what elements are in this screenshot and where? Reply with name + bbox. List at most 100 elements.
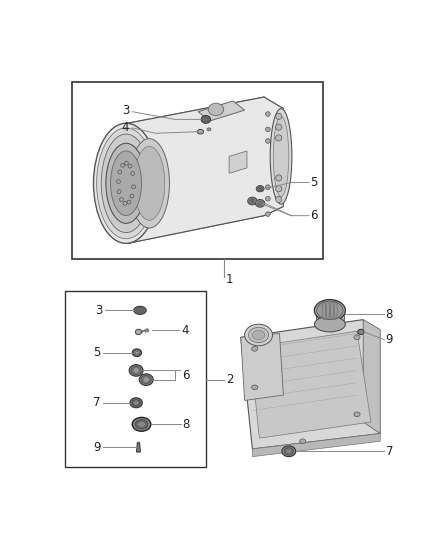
Ellipse shape [141,375,151,384]
Ellipse shape [145,329,149,332]
Ellipse shape [129,139,170,228]
Ellipse shape [132,399,141,406]
Ellipse shape [127,200,131,204]
Text: 5: 5 [93,346,100,359]
Ellipse shape [131,366,141,375]
Text: 3: 3 [122,104,129,117]
Text: 3: 3 [95,304,103,317]
Ellipse shape [286,449,292,453]
Polygon shape [137,443,141,452]
Ellipse shape [132,349,141,357]
Polygon shape [229,151,247,173]
Text: 4: 4 [122,120,129,134]
Ellipse shape [284,447,293,455]
Polygon shape [252,433,380,457]
Ellipse shape [354,335,360,340]
Ellipse shape [120,198,124,201]
Ellipse shape [276,175,282,181]
Text: 8: 8 [386,308,393,321]
Ellipse shape [203,117,209,122]
Ellipse shape [124,161,128,165]
Text: 6: 6 [311,209,318,222]
Ellipse shape [256,185,264,192]
Ellipse shape [136,308,145,313]
Ellipse shape [208,103,224,116]
Ellipse shape [93,123,159,244]
Text: 8: 8 [183,418,190,431]
Bar [72,82,323,259]
Ellipse shape [134,401,138,405]
Polygon shape [198,101,245,121]
Ellipse shape [314,300,346,321]
Text: 7: 7 [386,445,393,458]
Ellipse shape [133,368,139,373]
Ellipse shape [276,135,282,141]
Ellipse shape [130,194,134,198]
Ellipse shape [198,130,204,134]
Ellipse shape [134,350,140,356]
Ellipse shape [129,365,143,376]
Ellipse shape [276,113,282,119]
Ellipse shape [141,424,143,426]
Ellipse shape [265,185,270,189]
Ellipse shape [140,424,142,426]
Ellipse shape [201,116,211,123]
Text: 5: 5 [311,176,318,189]
Ellipse shape [97,128,155,239]
Ellipse shape [354,412,360,417]
Ellipse shape [135,329,141,335]
Ellipse shape [139,424,141,426]
Ellipse shape [128,164,132,168]
Ellipse shape [141,424,144,425]
Ellipse shape [101,134,151,232]
Bar [316,310,344,324]
Ellipse shape [265,212,270,216]
Ellipse shape [135,352,138,354]
Ellipse shape [121,163,124,167]
Ellipse shape [248,197,257,205]
Ellipse shape [130,398,142,408]
Text: 1: 1 [226,273,233,286]
Text: 7: 7 [93,396,100,409]
Polygon shape [241,320,380,449]
Bar [65,291,206,467]
Ellipse shape [117,190,121,193]
Ellipse shape [207,128,211,131]
Ellipse shape [276,124,282,130]
Ellipse shape [265,139,270,143]
Ellipse shape [258,201,263,206]
Ellipse shape [358,329,364,335]
Ellipse shape [143,377,149,382]
Ellipse shape [251,385,258,390]
Ellipse shape [117,180,120,183]
Ellipse shape [300,439,306,443]
Ellipse shape [282,446,296,457]
Ellipse shape [106,143,146,223]
Text: 9: 9 [386,333,393,346]
Polygon shape [363,320,380,433]
Ellipse shape [265,196,270,201]
Ellipse shape [110,151,141,216]
Ellipse shape [251,346,258,351]
Ellipse shape [141,424,144,426]
Text: 9: 9 [93,441,100,454]
Ellipse shape [131,185,135,189]
Ellipse shape [255,199,265,207]
Ellipse shape [138,422,145,427]
Text: 2: 2 [226,373,233,386]
Ellipse shape [273,116,289,196]
Ellipse shape [132,417,151,431]
Ellipse shape [134,147,165,220]
Ellipse shape [118,170,122,174]
Ellipse shape [276,196,282,203]
Ellipse shape [137,442,140,443]
Ellipse shape [139,374,153,385]
Ellipse shape [265,112,270,116]
Polygon shape [127,97,283,244]
Ellipse shape [131,172,134,175]
Polygon shape [250,331,371,438]
Ellipse shape [139,424,141,425]
Ellipse shape [123,201,127,205]
Ellipse shape [258,187,262,191]
Ellipse shape [134,306,146,314]
